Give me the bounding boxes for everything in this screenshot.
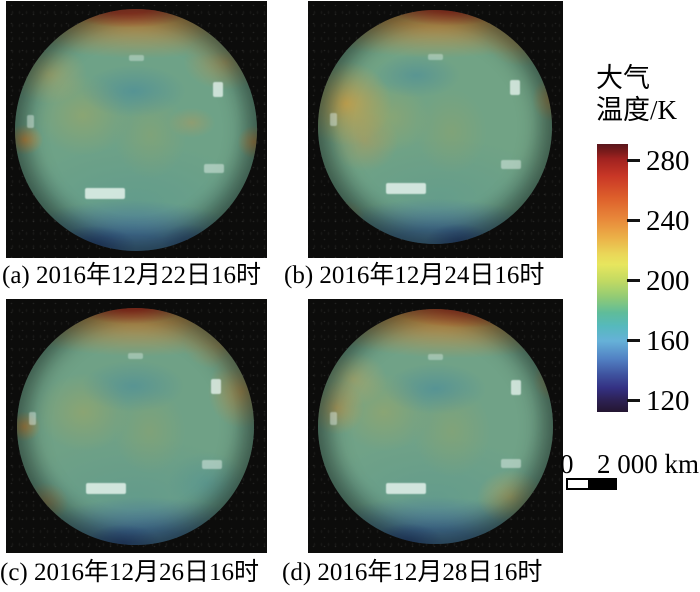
colorbar-tick-label: 240 xyxy=(646,205,690,237)
map-label-mark xyxy=(85,188,126,200)
colorbar-tick-240 xyxy=(627,219,640,222)
map-label-mark xyxy=(427,54,443,61)
panel-caption-c: (c) 2016年12月26日16时 xyxy=(0,559,259,586)
legend-title-line2: 温度/K xyxy=(596,95,677,125)
panel-a xyxy=(6,1,267,258)
map-label-mark xyxy=(500,159,521,169)
scale-bar-white-segment xyxy=(566,478,590,490)
colorbar-tick-label: 120 xyxy=(646,385,690,417)
map-label-mark xyxy=(329,412,337,426)
globe-map-a xyxy=(15,9,257,251)
colorbar-tick-label: 280 xyxy=(646,145,690,177)
colorbar-tick-280 xyxy=(627,159,640,162)
map-label-mark xyxy=(329,112,337,126)
map-label-mark xyxy=(385,183,426,195)
map-label-mark xyxy=(213,81,224,97)
globe-map-d xyxy=(318,309,553,544)
legend-title-line1: 大气 xyxy=(596,63,650,93)
map-label-mark xyxy=(211,379,222,395)
map-label-mark xyxy=(28,412,36,426)
colorbar-tick-label: 160 xyxy=(646,325,690,357)
panel-caption-b: (b) 2016年12月24日16时 xyxy=(284,262,545,289)
globe-map-b xyxy=(318,10,552,244)
legend-title: 大气 温度/K xyxy=(596,62,677,126)
scale-bar-distance-label: 2 000 km xyxy=(597,449,700,479)
map-label-mark xyxy=(27,115,35,129)
scale-bar-black-segment xyxy=(590,478,617,490)
panel-d xyxy=(308,299,563,553)
map-label-mark xyxy=(510,379,521,395)
panel-b xyxy=(308,1,563,258)
panel-caption-a: (a) 2016年12月22日16时 xyxy=(2,262,261,289)
map-label-mark xyxy=(203,163,224,173)
colorbar-tick-160 xyxy=(627,339,640,342)
map-label-mark xyxy=(128,54,144,61)
colorbar-tick-200 xyxy=(627,279,640,282)
map-label-mark xyxy=(85,483,126,495)
panel-caption-d: (d) 2016年12月28日16时 xyxy=(282,559,543,586)
colorbar-tick-label: 200 xyxy=(646,265,690,297)
map-label-mark xyxy=(128,353,144,360)
scale-bar-zero-label: 0 xyxy=(560,449,574,479)
map-label-mark xyxy=(428,353,444,360)
map-label-mark xyxy=(509,80,520,96)
globe-map-c xyxy=(17,308,254,545)
colorbar xyxy=(597,144,628,412)
panel-c xyxy=(6,299,267,553)
colorbar-tick-120 xyxy=(627,399,640,402)
map-label-mark xyxy=(386,482,427,494)
map-label-mark xyxy=(201,459,222,469)
map-label-mark xyxy=(501,459,522,469)
